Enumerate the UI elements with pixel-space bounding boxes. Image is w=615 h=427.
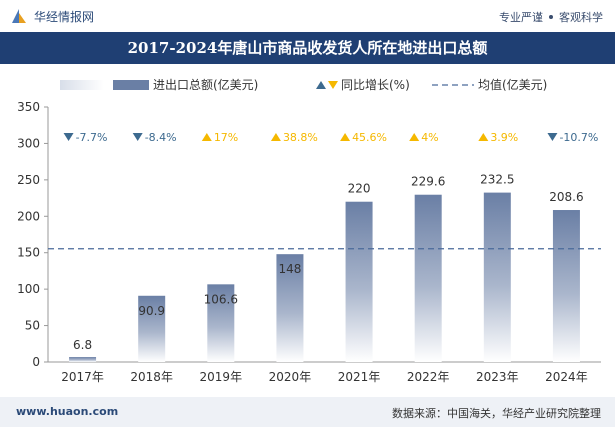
yoy-label: 4% xyxy=(421,131,438,144)
yoy-label: 17% xyxy=(214,131,238,144)
slogan: 专业严谨 客观科学 xyxy=(499,9,603,25)
yoy-up-icon xyxy=(478,133,489,141)
bar xyxy=(483,192,511,362)
yoy-down-icon xyxy=(547,133,558,141)
slogan-left: 专业严谨 xyxy=(499,11,543,24)
bar xyxy=(552,210,580,362)
legend-label-avg: 均值(亿美元) xyxy=(478,77,547,92)
legend-swatch-bar xyxy=(113,80,149,90)
plot-area: 0 50 100 150 200 250 300 350 6.8 2017年 -7.7% 90.9 20… xyxy=(17,100,601,384)
x-tick-label: 2021年 xyxy=(338,370,381,384)
footer-source: 数据来源：中国海关，华经产业研究院整理 xyxy=(392,407,601,420)
brand-logo-icon xyxy=(12,9,26,23)
x-tick-label: 2023年 xyxy=(476,370,519,384)
yoy-label: 45.6% xyxy=(352,131,387,144)
legend: 进出口总额(亿美元) 同比增长(%) 均值(亿美元) xyxy=(60,77,547,92)
footer: www.huaon.com 数据来源：中国海关，华经产业研究院整理 xyxy=(0,397,615,427)
chart: 进出口总额(亿美元) 同比增长(%) 均值(亿美元) 0 50 100 150 200 2… xyxy=(17,77,601,384)
brand-name: 华经情报网 xyxy=(34,9,95,24)
top-bar: 华经情报网 专业严谨 客观科学 xyxy=(0,0,615,32)
slogan-dot-icon xyxy=(549,15,553,19)
y-tick-label: 0 xyxy=(32,355,40,369)
yoy-label: -7.7% xyxy=(76,131,108,144)
x-tick-label: 2022年 xyxy=(407,370,450,384)
x-tick-label: 2017年 xyxy=(61,370,104,384)
title-bar: 2017-2024年唐山市商品收发货人所在地进出口总额 xyxy=(0,32,615,64)
legend-label-bar: 进出口总额(亿美元) xyxy=(153,77,258,92)
bar-value-label: 229.6 xyxy=(411,175,445,189)
yoy-up-icon xyxy=(340,133,351,141)
bar xyxy=(138,295,166,362)
bar xyxy=(69,357,97,362)
yoy-label: -10.7% xyxy=(559,131,598,144)
yoy-label: 3.9% xyxy=(490,131,518,144)
legend-down-icon xyxy=(328,81,338,89)
yoy-down-icon xyxy=(132,133,143,141)
chart-title: 2017-2024年唐山市商品收发货人所在地进出口总额 xyxy=(127,39,488,57)
bar-value-label: 148 xyxy=(278,262,301,276)
yoy-down-icon xyxy=(63,133,74,141)
bar-value-label: 208.6 xyxy=(549,190,583,204)
x-tick-label: 2018年 xyxy=(130,370,173,384)
bar xyxy=(276,254,304,362)
legend-up-icon xyxy=(316,81,326,89)
x-tick-label: 2019年 xyxy=(200,370,243,384)
y-tick-label: 350 xyxy=(17,100,40,114)
brand[interactable]: 华经情报网 xyxy=(10,7,94,25)
yoy-label: -8.4% xyxy=(145,131,177,144)
y-tick-label: 50 xyxy=(25,319,40,333)
x-tick-label: 2020年 xyxy=(269,370,312,384)
y-tick-label: 150 xyxy=(17,246,40,260)
legend-swatch-blank xyxy=(60,80,104,90)
bar-value-label: 220 xyxy=(348,182,371,196)
bar xyxy=(345,201,373,362)
legend-label-yoy: 同比增长(%) xyxy=(341,78,410,92)
bar-value-label: 232.5 xyxy=(480,173,514,187)
yoy-up-icon xyxy=(409,133,420,141)
y-tick-label: 300 xyxy=(17,136,40,150)
yoy-label: 38.8% xyxy=(283,131,318,144)
bar-value-label: 106.6 xyxy=(204,292,238,306)
yoy-up-icon xyxy=(270,133,281,141)
x-tick-label: 2024年 xyxy=(545,370,588,384)
y-tick-label: 200 xyxy=(17,209,40,223)
bar xyxy=(207,284,235,362)
bar-value-label: 6.8 xyxy=(73,338,92,352)
bar-value-label: 90.9 xyxy=(138,304,165,318)
y-tick-label: 100 xyxy=(17,282,40,296)
footer-website[interactable]: www.huaon.com xyxy=(16,405,119,418)
slogan-right: 客观科学 xyxy=(559,11,603,24)
y-tick-label: 250 xyxy=(17,173,40,187)
yoy-up-icon xyxy=(201,133,212,141)
bar xyxy=(414,194,442,362)
